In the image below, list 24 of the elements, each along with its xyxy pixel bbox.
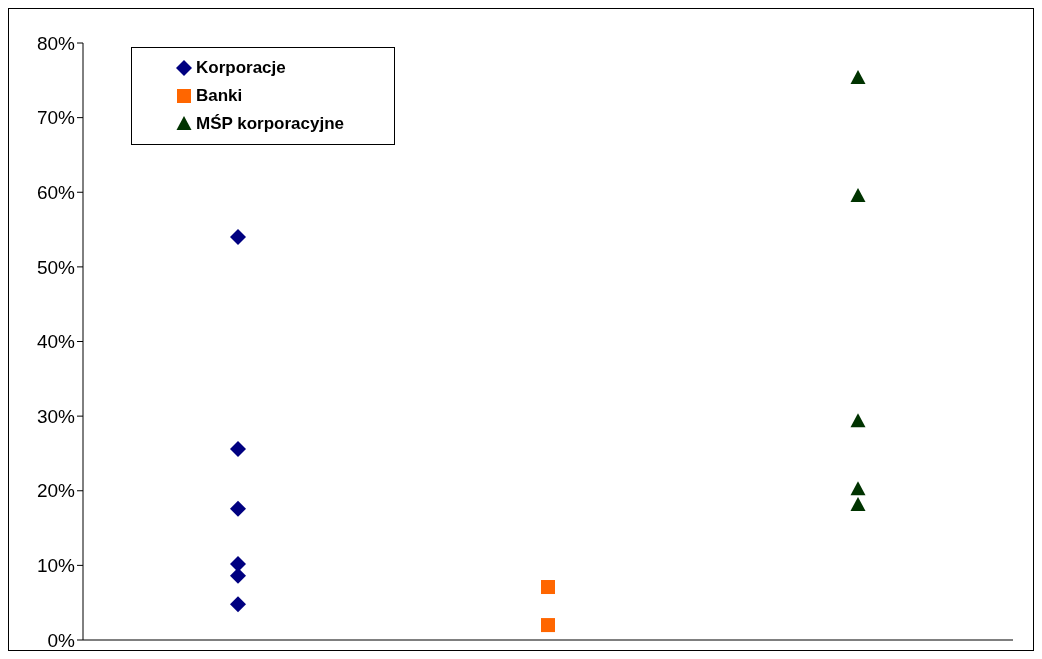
point (850, 496, 866, 511)
legend-label: MŚP korporacyjne (196, 114, 345, 134)
point (850, 70, 866, 85)
y-tick-label: 10% (36, 555, 76, 577)
point (541, 618, 555, 633)
point (230, 596, 246, 613)
y-tick-label: 20% (36, 480, 76, 502)
point (850, 481, 866, 496)
legend-label: Korporacje (196, 58, 286, 78)
point (230, 500, 246, 517)
y-tick-label: 80% (36, 32, 76, 54)
legend-label: Banki (196, 86, 243, 106)
point (230, 440, 246, 457)
y-tick-label: 40% (36, 331, 76, 353)
y-tick-label: 50% (36, 256, 76, 278)
point (541, 580, 555, 595)
y-tick-label: 60% (36, 181, 76, 203)
y-tick-label: 70% (36, 107, 76, 129)
y-tick-label: 30% (36, 405, 76, 427)
point (230, 555, 246, 572)
point (850, 187, 866, 202)
y-tick-label: 0% (47, 629, 76, 651)
point (850, 413, 866, 428)
point (230, 229, 246, 246)
